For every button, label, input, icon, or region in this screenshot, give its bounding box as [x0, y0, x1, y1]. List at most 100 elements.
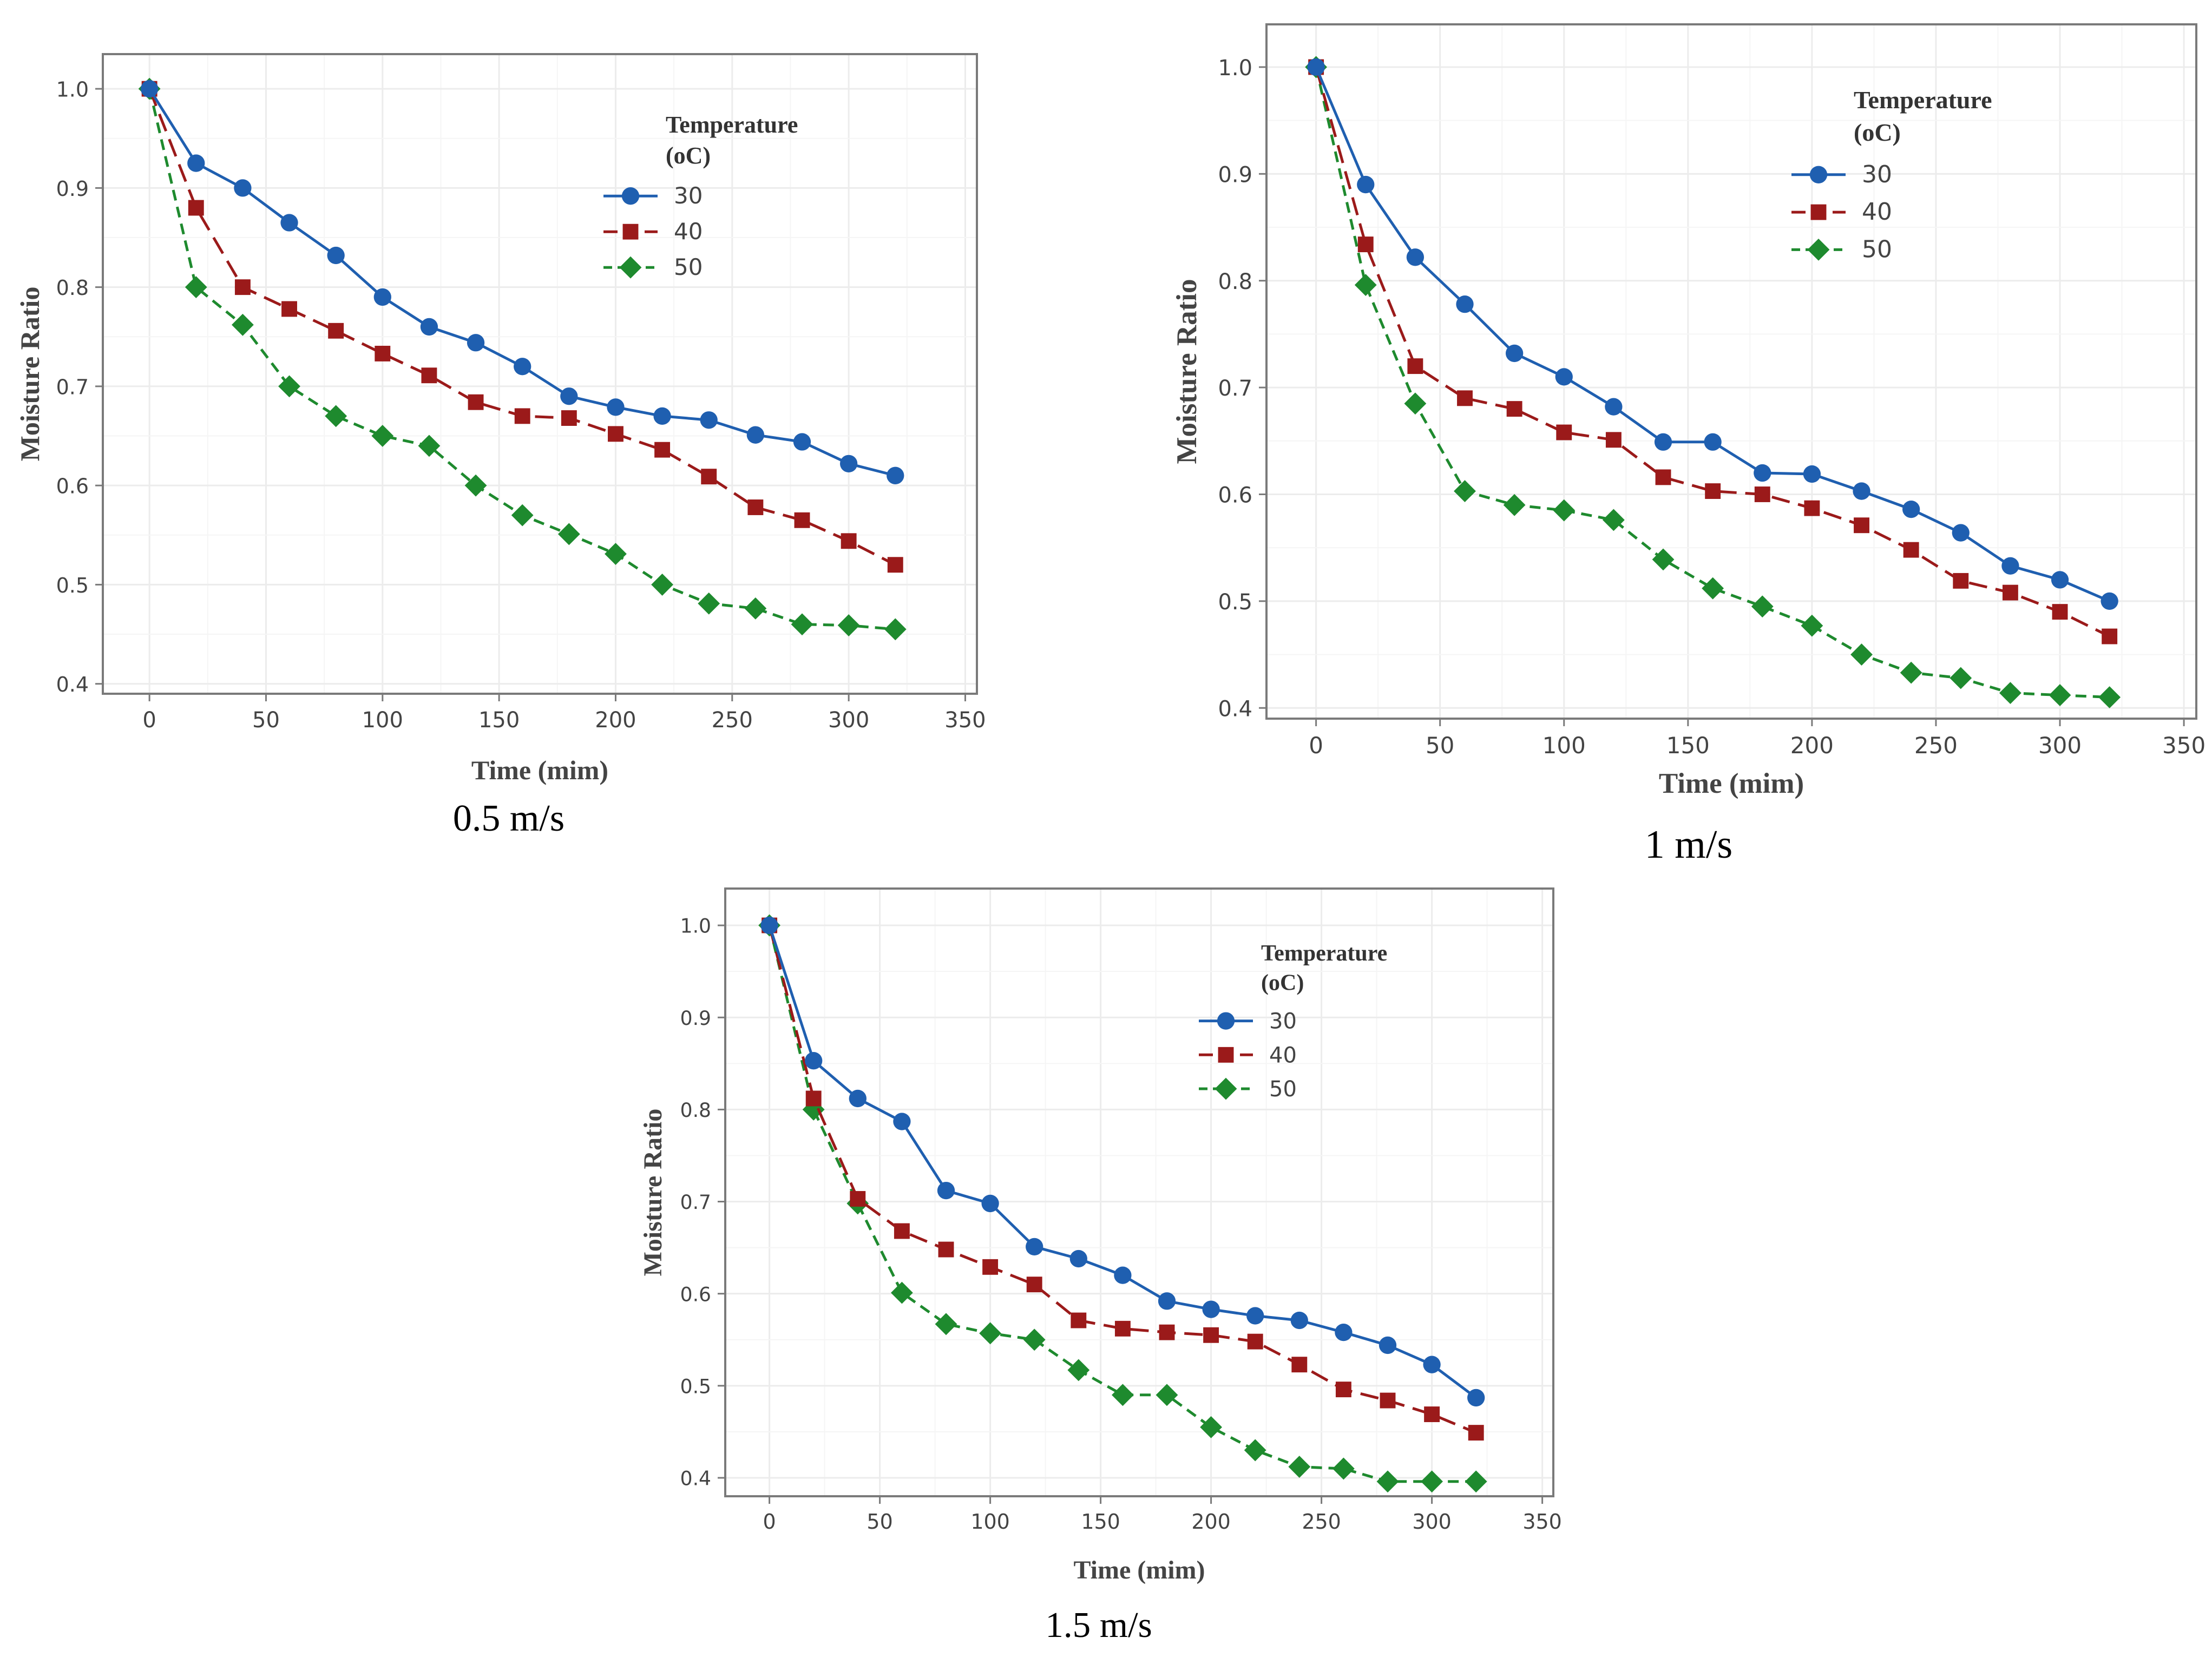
data-point-40 [805, 1090, 822, 1107]
series-line-40 [1315, 67, 2110, 638]
x-tick-label: 100 [1543, 732, 1586, 759]
data-point-40 [1754, 486, 1770, 502]
legend-label: 40 [1269, 1043, 1297, 1068]
data-point-50 [884, 618, 907, 641]
gridlines [1266, 24, 2196, 719]
data-point-30 [514, 358, 531, 376]
data-point-40 [1114, 1320, 1131, 1337]
data-point-30 [420, 318, 438, 336]
y-tick-label: 1.0 [56, 78, 89, 102]
series-40 [1308, 59, 2118, 644]
x-tick-label: 0 [142, 708, 156, 733]
y-axis-title: Moisture Ratio [1171, 279, 1203, 464]
data-point-30 [1290, 1311, 1308, 1330]
series-50 [138, 77, 907, 641]
legend-marker-50 [1215, 1077, 1237, 1100]
data-point-50 [371, 425, 394, 447]
data-point-30 [373, 288, 391, 306]
data-point-50 [1751, 595, 1774, 618]
data-point-50 [1112, 1384, 1134, 1406]
data-point-50 [1801, 614, 1823, 637]
x-tick-label: 0 [1309, 732, 1323, 759]
data-point-50 [891, 1281, 913, 1304]
data-point-50 [464, 474, 487, 497]
y-axis-title: Moisture Ratio [15, 287, 45, 462]
data-point-50 [1023, 1328, 1046, 1351]
y-tick-label: 0.4 [680, 1468, 711, 1490]
x-tick-label: 250 [1914, 732, 1958, 759]
data-point-30 [2101, 592, 2118, 610]
data-point-30 [1754, 464, 1771, 482]
data-point-40 [1026, 1277, 1042, 1293]
legend-label: 50 [1862, 235, 1892, 263]
x-tick-label: 50 [1426, 732, 1454, 759]
data-point-40 [2102, 628, 2118, 644]
legend-marker-50 [1807, 239, 1830, 261]
chart-1-5-ms: 0 50 100 150 200 250 300 350 0.4 0.5 0.6 0.7 0.8 0.9 1… [639, 887, 1562, 1645]
legend-item-50: 50 [1199, 1077, 1297, 1102]
data-point-50 [418, 435, 441, 457]
data-point-40 [841, 533, 857, 549]
data-point-50 [1702, 577, 1724, 600]
data-point-30 [1335, 1323, 1353, 1341]
data-point-50 [1553, 499, 1576, 522]
x-tick-label: 250 [712, 708, 753, 733]
x-tick-label: 100 [970, 1510, 1010, 1534]
data-point-50 [605, 543, 627, 565]
data-point-50 [1067, 1359, 1090, 1382]
y-tick-label: 0.8 [56, 276, 89, 300]
data-point-50 [1376, 1470, 1399, 1493]
legend-label: 30 [674, 182, 703, 209]
chart-1-ms: 0 50 100 150 200 250 300 350 0.4 0.5 0.6 0.7 0.8 0.9 1… [1171, 23, 2206, 867]
x-tick-label: 300 [2038, 732, 2082, 759]
data-point-30 [1803, 465, 1821, 483]
series-line-40 [768, 925, 1477, 1434]
y-tick-label: 1.0 [680, 915, 711, 938]
data-point-30 [887, 466, 904, 484]
y-tick-label: 0.7 [56, 375, 89, 399]
data-point-40 [1457, 390, 1473, 406]
data-point-40 [1071, 1312, 1087, 1328]
legend-marker-30 [1809, 166, 1828, 183]
plot-area [725, 889, 1553, 1496]
data-point-30 [1158, 1292, 1176, 1310]
data-point-30 [653, 407, 671, 425]
data-point-50 [935, 1313, 957, 1336]
data-point-50 [1156, 1384, 1178, 1406]
data-point-50 [651, 574, 673, 596]
y-tick-label: 0.9 [1218, 162, 1252, 187]
data-point-30 [760, 916, 778, 935]
data-point-50 [278, 375, 300, 398]
legend-item-50: 50 [603, 254, 703, 280]
legend-label: 40 [674, 218, 703, 245]
data-point-50 [1900, 661, 1922, 684]
y-axis-title: Moisture Ratio [639, 1109, 667, 1277]
legend-marker-40 [1218, 1047, 1234, 1063]
data-point-40 [1705, 483, 1721, 499]
data-point-30 [1423, 1356, 1441, 1373]
data-point-30 [746, 426, 765, 444]
legend-title-unit: (oC) [1261, 971, 1304, 996]
x-tick-label: 150 [1666, 732, 1710, 759]
x-tick-label: 350 [1522, 1510, 1562, 1534]
data-point-50 [1200, 1416, 1222, 1438]
data-point-40 [1159, 1324, 1175, 1340]
data-point-30 [187, 154, 205, 172]
data-point-30 [467, 334, 485, 352]
legend-item-30: 30 [603, 182, 703, 209]
data-point-30 [1069, 1249, 1087, 1268]
x-tick-label: 150 [1081, 1510, 1120, 1534]
data-point-30 [700, 411, 718, 429]
data-point-40 [1804, 500, 1820, 516]
legend-marker-40 [1810, 204, 1827, 220]
data-point-50 [1652, 548, 1675, 571]
y-tick-label: 0.9 [56, 177, 89, 201]
x-tick-label: 50 [252, 708, 280, 733]
y-tick-label: 0.5 [680, 1375, 711, 1398]
data-point-40 [561, 410, 577, 426]
legend-item-40: 40 [1199, 1043, 1297, 1068]
data-point-30 [1357, 175, 1375, 194]
data-point-30 [893, 1113, 911, 1130]
x-tick-label: 200 [1790, 732, 1834, 759]
data-point-30 [805, 1052, 823, 1070]
